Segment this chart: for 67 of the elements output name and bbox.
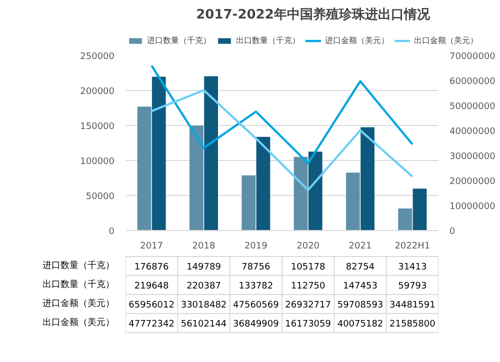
- data-label: 59793: [398, 282, 427, 292]
- bar: [346, 172, 360, 230]
- y-tick-label: 50000: [86, 192, 115, 202]
- y2-tick-label: 40000000: [450, 127, 496, 137]
- data-label: 105178: [290, 262, 326, 272]
- data-label: 40075182: [337, 320, 384, 330]
- bar: [308, 152, 322, 230]
- y-tick-label: 200000: [80, 87, 115, 97]
- data-label: 219648: [134, 282, 170, 292]
- bar: [294, 156, 308, 230]
- data-label: 56102144: [180, 320, 227, 330]
- bar: [360, 127, 374, 230]
- line-series: [150, 89, 414, 192]
- legend-label: 出口数量（千克）: [236, 35, 300, 46]
- text: 进口金额（美元）: [42, 299, 114, 309]
- y2-tick-label: 60000000: [450, 77, 496, 87]
- text: 出口数量（千克）: [42, 280, 114, 290]
- y2-tick-label: 30000000: [450, 152, 496, 162]
- legend-label: 进口金额（美元）: [325, 35, 389, 46]
- y-tick-label: 100000: [80, 157, 115, 167]
- data-label: 78756: [242, 262, 271, 272]
- data-label: 31413: [398, 262, 427, 272]
- data-label: 149789: [186, 262, 222, 272]
- y2-tick-label: 10000000: [450, 202, 496, 212]
- data-label: 21585800: [390, 320, 436, 330]
- legend-label: 进口数量（千克）: [147, 35, 211, 46]
- data-label: 34481591: [390, 300, 436, 310]
- legend-label: 出口金额（美元）: [414, 35, 478, 46]
- data-label: 16173059: [285, 320, 332, 330]
- data-label: 82754: [346, 262, 375, 272]
- bar: [137, 106, 152, 230]
- text: 出口金额（美元）: [42, 318, 114, 328]
- y-tick-label: 250000: [80, 52, 115, 62]
- data-label: 47560569: [233, 300, 280, 310]
- x-tick-label: 2022H1: [394, 242, 430, 252]
- x-tick-label: 2021: [348, 242, 372, 252]
- line-series: [150, 64, 414, 164]
- data-label: 176876: [134, 262, 170, 272]
- data-label: 36849909: [233, 320, 280, 330]
- data-label: 26932717: [285, 300, 331, 310]
- bar: [412, 188, 427, 230]
- bar: [242, 175, 256, 230]
- bar: [256, 136, 270, 230]
- y2-tick-label: 0: [450, 227, 456, 237]
- x-tick-label: 2018: [192, 242, 216, 252]
- x-tick-label: 2019: [244, 242, 268, 252]
- y-tick-label: 150000: [80, 122, 115, 132]
- data-label: 47772342: [128, 320, 174, 330]
- y2-tick-label: 70000000: [450, 52, 496, 62]
- data-label: 33018482: [180, 300, 227, 310]
- data-label: 220387: [186, 282, 221, 292]
- x-tick-label: 2017: [140, 242, 164, 252]
- y2-tick-label: 20000000: [450, 177, 496, 187]
- x-tick-label: 2020: [296, 242, 320, 252]
- data-label: 112750: [290, 282, 326, 292]
- bar: [398, 208, 412, 230]
- data-label: 59708593: [337, 300, 384, 310]
- bar: [152, 76, 166, 230]
- bar: [204, 76, 218, 230]
- y-tick-label: 0: [108, 227, 115, 237]
- text: 进口数量（千克）: [42, 261, 114, 271]
- y2-tick-label: 50000000: [450, 102, 496, 112]
- bar: [190, 126, 204, 230]
- data-label: 65956012: [128, 300, 174, 310]
- chart-title: 2017-2022年中国养殖珍珠进出口情况: [196, 6, 431, 22]
- data-label: 147453: [343, 282, 378, 292]
- data-label: 133782: [238, 282, 274, 292]
